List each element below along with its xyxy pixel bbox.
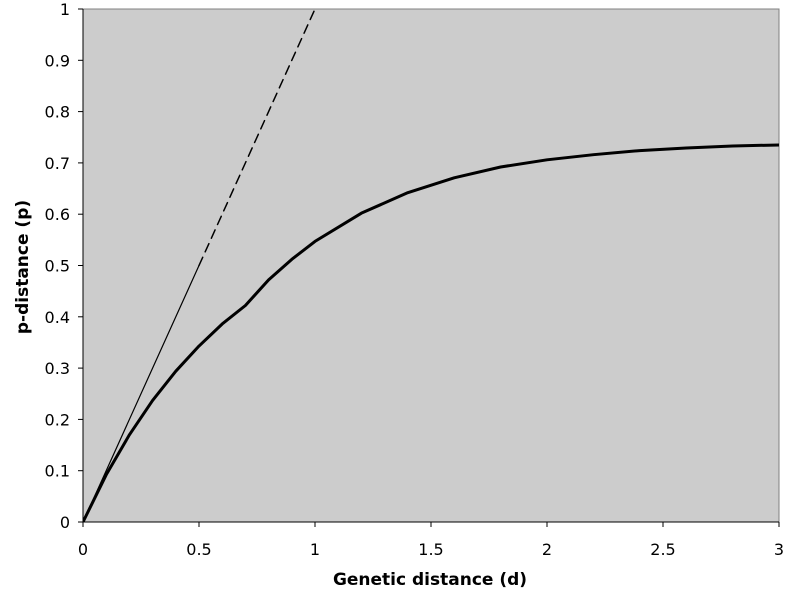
series-line-2 <box>83 264 200 522</box>
x-tick-label: 3 <box>774 540 784 559</box>
series-line-3 <box>198 9 316 267</box>
y-tick-label: 0 <box>60 513 70 532</box>
y-tick-label: 0.8 <box>45 103 70 122</box>
x-axis-title: Genetic distance (d) <box>333 570 527 590</box>
y-axis-title: p-distance (p) <box>13 200 33 334</box>
x-tick-label: 1 <box>310 540 320 559</box>
y-tick-label: 0.4 <box>45 308 70 327</box>
y-tick-label: 0.2 <box>45 410 70 429</box>
y-tick-label: 0.1 <box>45 462 70 481</box>
x-tick-label: 1.5 <box>418 540 443 559</box>
x-tick-label: 2.5 <box>650 540 675 559</box>
x-tick-label: 0.5 <box>186 540 211 559</box>
x-tick-label: 0 <box>78 540 88 559</box>
x-tick-label: 2 <box>542 540 552 559</box>
y-tick-label: 0.5 <box>45 257 70 276</box>
y-tick-label: 0.7 <box>45 154 70 173</box>
y-tick-label: 0.3 <box>45 359 70 378</box>
plot-area <box>82 8 780 523</box>
y-tick-label: 1 <box>60 0 70 19</box>
y-tick-label: 0.9 <box>45 51 70 70</box>
series-line-1 <box>83 143 779 522</box>
y-tick-label: 0.6 <box>45 205 70 224</box>
plot-layer: 0 0.1 0.2 0.3 0.4 0.5 0.6 0.7 0.8 0.9 1 0 0.5 1 1.5 2 2.… <box>45 0 785 559</box>
